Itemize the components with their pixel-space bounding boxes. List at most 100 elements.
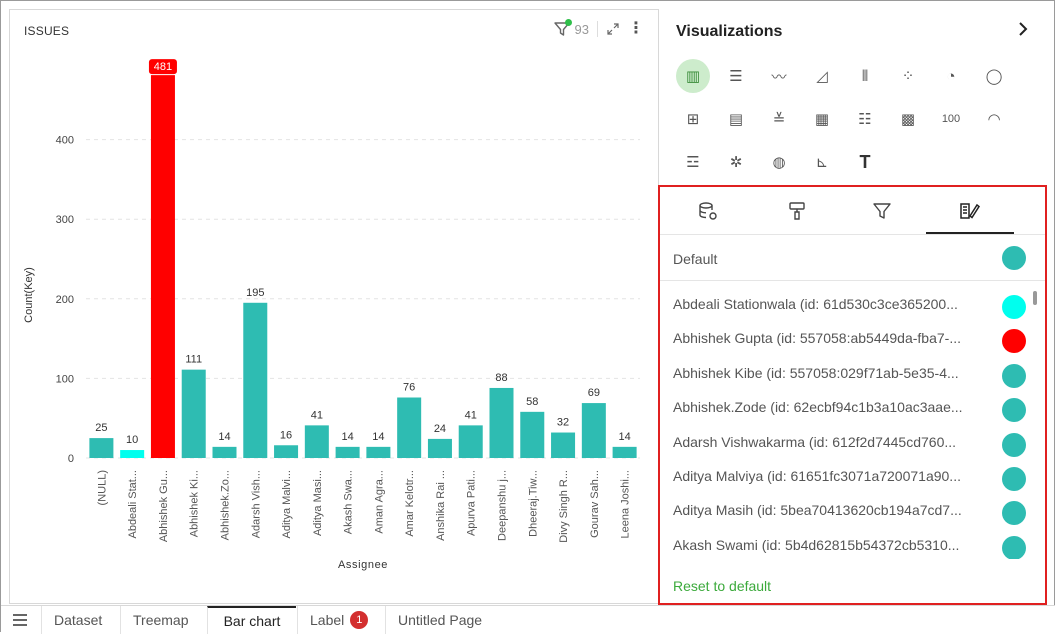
x-tick-label: Aditya Malvi... [281, 470, 293, 538]
reset-to-default-link[interactable]: Reset to default [673, 578, 772, 594]
y-tick-label: 200 [56, 294, 74, 306]
network-icon: ✲ [729, 154, 743, 171]
menu-icon[interactable] [13, 614, 29, 626]
donut-chart-icon: ◯ [985, 68, 1003, 85]
list-item: Abhishek.Zode (id: 62ecbf94c1b3a10ac3aae… [660, 392, 1045, 427]
bar [366, 446, 391, 458]
bar [427, 438, 452, 458]
assignee-label: Abhishek.Zode (id: 62ecbf94c1b3a10ac3aae… [673, 399, 963, 416]
page-tab-treemap[interactable]: Treemap [120, 606, 201, 634]
bar [458, 425, 483, 458]
default-color-swatch[interactable] [1002, 246, 1026, 270]
color-swatch[interactable] [1002, 501, 1026, 526]
viz-type-option[interactable]: ▤ [719, 102, 762, 145]
expand-icon[interactable] [606, 22, 620, 36]
list-item: Abdeali Stationwala (id: 61d530c3ce36520… [660, 289, 1045, 324]
bar [120, 450, 145, 458]
bar [212, 446, 237, 458]
filter-funnel-icon [873, 203, 891, 219]
viz-type-option[interactable]: ◠ [977, 102, 1020, 145]
list-item: Aditya Malviya (id: 61651fc3071a720071a9… [660, 461, 1045, 496]
bar [243, 302, 268, 458]
viz-type-option[interactable]: ⫴ [848, 59, 891, 102]
viz-type-option[interactable]: T [848, 145, 891, 188]
bar [397, 397, 422, 458]
number-kpi-icon: 100 [941, 113, 961, 125]
tab-colors[interactable] [950, 199, 990, 223]
viz-type-option[interactable]: ◿ [805, 59, 848, 102]
bar [274, 445, 299, 458]
tab-data[interactable] [688, 199, 728, 223]
assignee-label: Aditya Malviya (id: 61651fc3071a720071a9… [673, 468, 961, 484]
viz-type-option[interactable]: ⊞ [676, 102, 719, 145]
area-chart-icon: ◿ [816, 68, 828, 85]
x-tick-label: (NULL) [96, 470, 108, 505]
viz-type-option[interactable]: ◯ [977, 59, 1020, 102]
viz-type-option[interactable]: ▩ [891, 102, 934, 145]
viz-type-option[interactable]: ▦ [805, 102, 848, 145]
viz-type-option[interactable]: ⊾ [805, 145, 848, 188]
assignee-label: Aditya Masih (id: 5bea70413620cb194a7cd7… [673, 502, 962, 519]
collapse-chevron-icon[interactable] [1017, 21, 1029, 42]
viz-type-option[interactable]: ≚ [762, 102, 805, 145]
viz-type-option[interactable]: 100 [934, 102, 977, 145]
page-tab-label-page[interactable]: Label 1 [297, 606, 380, 634]
color-swatch[interactable] [1002, 535, 1026, 559]
y-tick-label: 400 [56, 135, 74, 147]
list-item: Adarsh Vishwakarma (id: 612f2d7445cd760.… [660, 427, 1045, 462]
viz-type-option[interactable]: ◔ [934, 59, 977, 102]
data-label: 41 [311, 409, 323, 421]
notification-badge: 1 [350, 611, 369, 629]
x-tick-label: Aditya Masi... [312, 470, 324, 536]
assignee-color-list: Abdeali Stationwala (id: 61d530c3ce36520… [660, 289, 1045, 559]
tab-filter[interactable] [862, 199, 902, 223]
filter-icon [553, 19, 572, 37]
data-label: 41 [465, 409, 477, 421]
bar [612, 446, 637, 458]
page-tab-bar-chart[interactable]: Bar chart [207, 606, 296, 634]
viz-type-option[interactable]: ☲ [676, 145, 719, 188]
y-tick-label: 100 [56, 373, 74, 385]
data-label: 14 [372, 431, 384, 443]
visualizations-title: Visualizations [676, 23, 783, 40]
x-tick-label: Adarsh Vish... [250, 470, 262, 538]
color-swatch[interactable] [1002, 432, 1026, 457]
viz-type-option[interactable]: ☷ [848, 102, 891, 145]
list-view-icon: ▤ [728, 111, 744, 128]
list-scrollbar[interactable] [1033, 291, 1037, 305]
data-label: 32 [557, 417, 569, 429]
viz-type-option[interactable]: ▥ [676, 59, 719, 102]
pivot-table-icon: ⊞ [686, 111, 700, 128]
bar [489, 387, 514, 458]
data-label: 76 [403, 382, 415, 394]
color-swatch[interactable] [1002, 363, 1026, 388]
bar [181, 369, 206, 458]
data-label: 14 [218, 431, 230, 443]
scatter-chart-icon: ⁘ [901, 68, 915, 85]
text-icon: T [859, 151, 871, 172]
color-swatch[interactable] [1002, 467, 1026, 491]
database-settings-icon [699, 202, 717, 220]
filter-indicator[interactable]: 93 [553, 19, 589, 37]
color-swatch[interactable] [1002, 295, 1026, 319]
viz-type-option[interactable]: ✲ [719, 145, 762, 188]
tab-format[interactable] [777, 199, 817, 223]
page-tab-untitled[interactable]: Untitled Page [385, 606, 494, 634]
viz-type-option[interactable]: ◍ [762, 145, 805, 188]
viz-type-option[interactable]: 〰 [762, 59, 805, 102]
x-tick-label: Apurva Pati... [466, 470, 478, 536]
assignee-label: Abdeali Stationwala (id: 61d530c3ce36520… [673, 296, 958, 312]
color-swatch[interactable] [1002, 398, 1026, 423]
pie-chart-icon: ◔ [946, 67, 956, 85]
page-tab-dataset[interactable]: Dataset [41, 606, 114, 634]
default-color-row: Default [660, 235, 1045, 281]
data-label: 481 [154, 61, 172, 73]
color-swatch[interactable] [1002, 329, 1026, 354]
y-tick-label: 300 [56, 214, 74, 226]
data-label: 14 [618, 431, 630, 443]
viz-type-option[interactable]: ☰ [719, 59, 762, 102]
viz-type-option[interactable]: ⁘ [891, 59, 934, 102]
x-tick-label: Divy Singh R... [558, 470, 570, 543]
more-options-icon[interactable]: ⋮ [628, 20, 644, 37]
